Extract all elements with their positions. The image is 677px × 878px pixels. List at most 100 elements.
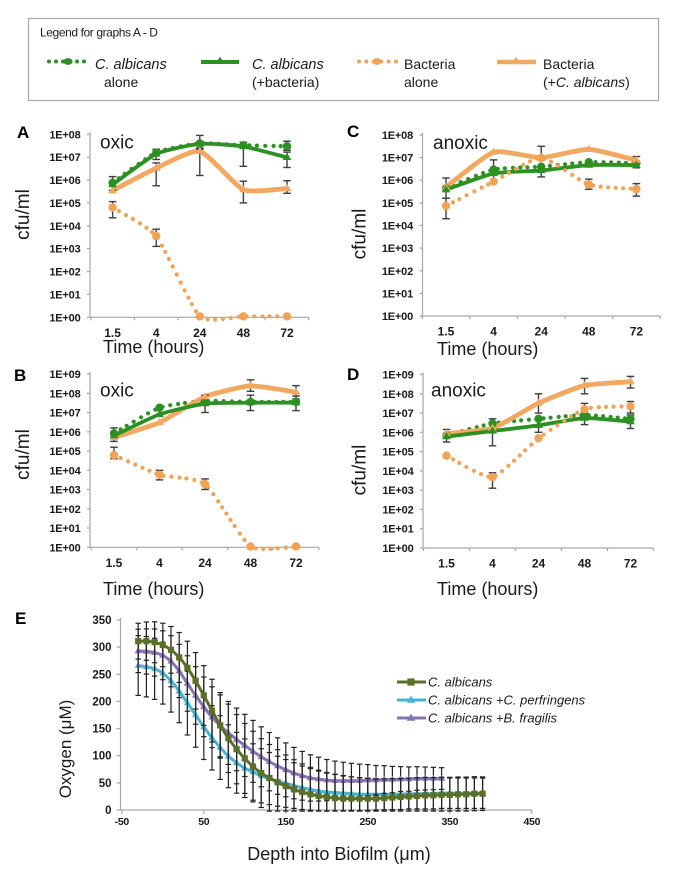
svg-text:1E+06: 1E+06 [382, 427, 413, 439]
svg-text:48: 48 [237, 326, 251, 340]
svg-text:Time (hours): Time (hours) [103, 579, 204, 599]
svg-text:1E+06: 1E+06 [49, 175, 80, 187]
svg-text:1E+04: 1E+04 [382, 466, 414, 478]
svg-text:1E+00: 1E+00 [49, 312, 80, 324]
svg-text:Time (hours): Time (hours) [437, 339, 538, 359]
svg-text:anoxic: anoxic [433, 133, 488, 154]
svg-text:1.5: 1.5 [104, 326, 121, 340]
svg-text:250: 250 [92, 669, 111, 681]
svg-text:450: 450 [523, 816, 540, 828]
svg-text:72: 72 [280, 326, 294, 340]
svg-text:300: 300 [92, 642, 111, 654]
svg-text:1E+06: 1E+06 [49, 427, 80, 439]
svg-text:48: 48 [578, 557, 592, 571]
svg-text:50: 50 [99, 778, 112, 790]
svg-text:1E+01: 1E+01 [49, 289, 80, 301]
svg-text:1E+01: 1E+01 [382, 288, 413, 300]
svg-text:1E+09: 1E+09 [49, 369, 80, 381]
svg-text:1E+06: 1E+06 [382, 175, 413, 187]
svg-text:-50: -50 [115, 816, 130, 828]
svg-text:1E+03: 1E+03 [382, 485, 413, 497]
svg-text:1E+03: 1E+03 [49, 485, 80, 497]
svg-text:4: 4 [153, 326, 160, 340]
svg-text:1E+07: 1E+07 [49, 152, 80, 164]
svg-text:50: 50 [198, 816, 210, 828]
svg-text:1E+04: 1E+04 [49, 221, 81, 233]
svg-text:1E+08: 1E+08 [382, 389, 413, 401]
svg-text:Legend for graphs A - D: Legend for graphs A - D [40, 26, 158, 40]
svg-text:150: 150 [277, 816, 294, 828]
svg-text:Time (hours): Time (hours) [437, 579, 538, 599]
svg-text:anoxic: anoxic [431, 381, 486, 402]
svg-text:1E+08: 1E+08 [49, 129, 80, 141]
svg-text:1.5: 1.5 [438, 557, 455, 571]
svg-text:1E+05: 1E+05 [49, 446, 80, 458]
svg-text:350: 350 [441, 816, 458, 828]
svg-text:48: 48 [244, 556, 258, 570]
svg-text:1E+00: 1E+00 [382, 311, 413, 323]
svg-text:1.5: 1.5 [106, 556, 123, 570]
svg-text:1E+05: 1E+05 [382, 198, 413, 210]
svg-text:D: D [347, 365, 359, 384]
svg-text:24: 24 [535, 325, 549, 339]
svg-text:100: 100 [92, 751, 111, 763]
svg-text:1E+04: 1E+04 [382, 221, 414, 233]
svg-text:oxic: oxic [100, 381, 134, 402]
svg-text:Bacteria: Bacteria [404, 56, 456, 72]
svg-text:1E+09: 1E+09 [382, 370, 413, 382]
svg-text:oxic: oxic [100, 133, 134, 154]
svg-text:0: 0 [105, 805, 111, 817]
svg-text:4: 4 [156, 556, 163, 570]
svg-text:C. albicans: C. albicans [428, 675, 493, 690]
svg-text:(+bacteria): (+bacteria) [252, 74, 319, 90]
svg-text:C. albicans +B. fragilis: C. albicans +B. fragilis [428, 711, 557, 726]
svg-text:cfu/ml: cfu/ml [13, 429, 34, 480]
svg-text:1E+00: 1E+00 [49, 542, 80, 554]
svg-text:1E+03: 1E+03 [49, 244, 80, 256]
svg-text:72: 72 [630, 325, 644, 339]
svg-text:Time (hours): Time (hours) [103, 337, 204, 357]
svg-text:1E+07: 1E+07 [49, 408, 80, 420]
svg-text:1E+02: 1E+02 [49, 267, 80, 279]
svg-text:alone: alone [404, 74, 438, 90]
svg-text:350: 350 [92, 615, 111, 627]
svg-text:1E+01: 1E+01 [382, 524, 413, 536]
svg-text:1E+07: 1E+07 [382, 408, 413, 420]
svg-text:E: E [15, 609, 26, 628]
svg-text:cfu/ml: cfu/ml [350, 445, 371, 496]
svg-text:24: 24 [532, 557, 546, 571]
svg-text:24: 24 [193, 326, 207, 340]
svg-text:4: 4 [490, 325, 497, 339]
svg-text:1E+03: 1E+03 [382, 243, 413, 255]
svg-text:150: 150 [92, 724, 111, 736]
svg-text:Depth into Biofilm (μm): Depth into Biofilm (μm) [247, 844, 430, 864]
svg-text:(+C. albicans): (+C. albicans) [543, 74, 630, 90]
svg-text:1E+08: 1E+08 [382, 130, 413, 142]
svg-text:1E+05: 1E+05 [382, 447, 413, 459]
svg-text:cfu/ml: cfu/ml [350, 209, 371, 260]
svg-text:1E+01: 1E+01 [49, 523, 80, 535]
svg-text:1E+07: 1E+07 [382, 153, 413, 165]
svg-text:1E+04: 1E+04 [49, 465, 81, 477]
svg-text:1E+00: 1E+00 [382, 543, 413, 555]
svg-text:72: 72 [289, 556, 303, 570]
svg-text:250: 250 [359, 816, 376, 828]
svg-text:C. albicans: C. albicans [252, 57, 324, 73]
svg-text:Bacteria: Bacteria [543, 56, 595, 72]
svg-text:72: 72 [624, 557, 638, 571]
svg-text:4: 4 [489, 557, 496, 571]
svg-text:1E+02: 1E+02 [49, 504, 80, 516]
svg-text:A: A [17, 123, 29, 142]
svg-text:cfu/ml: cfu/ml [13, 189, 34, 240]
svg-text:Oxygen (μM): Oxygen (μM) [56, 700, 75, 799]
svg-text:C. albicans: C. albicans [95, 57, 167, 73]
svg-text:B: B [14, 366, 26, 385]
svg-text:200: 200 [92, 696, 111, 708]
svg-text:alone: alone [104, 74, 138, 90]
svg-text:1.5: 1.5 [438, 325, 455, 339]
svg-text:1E+08: 1E+08 [49, 388, 80, 400]
svg-text:C. albicans +C. perfringens: C. albicans +C. perfringens [428, 693, 586, 708]
svg-text:1E+02: 1E+02 [382, 266, 413, 278]
svg-text:C: C [347, 122, 359, 141]
svg-text:1E+02: 1E+02 [382, 504, 413, 516]
